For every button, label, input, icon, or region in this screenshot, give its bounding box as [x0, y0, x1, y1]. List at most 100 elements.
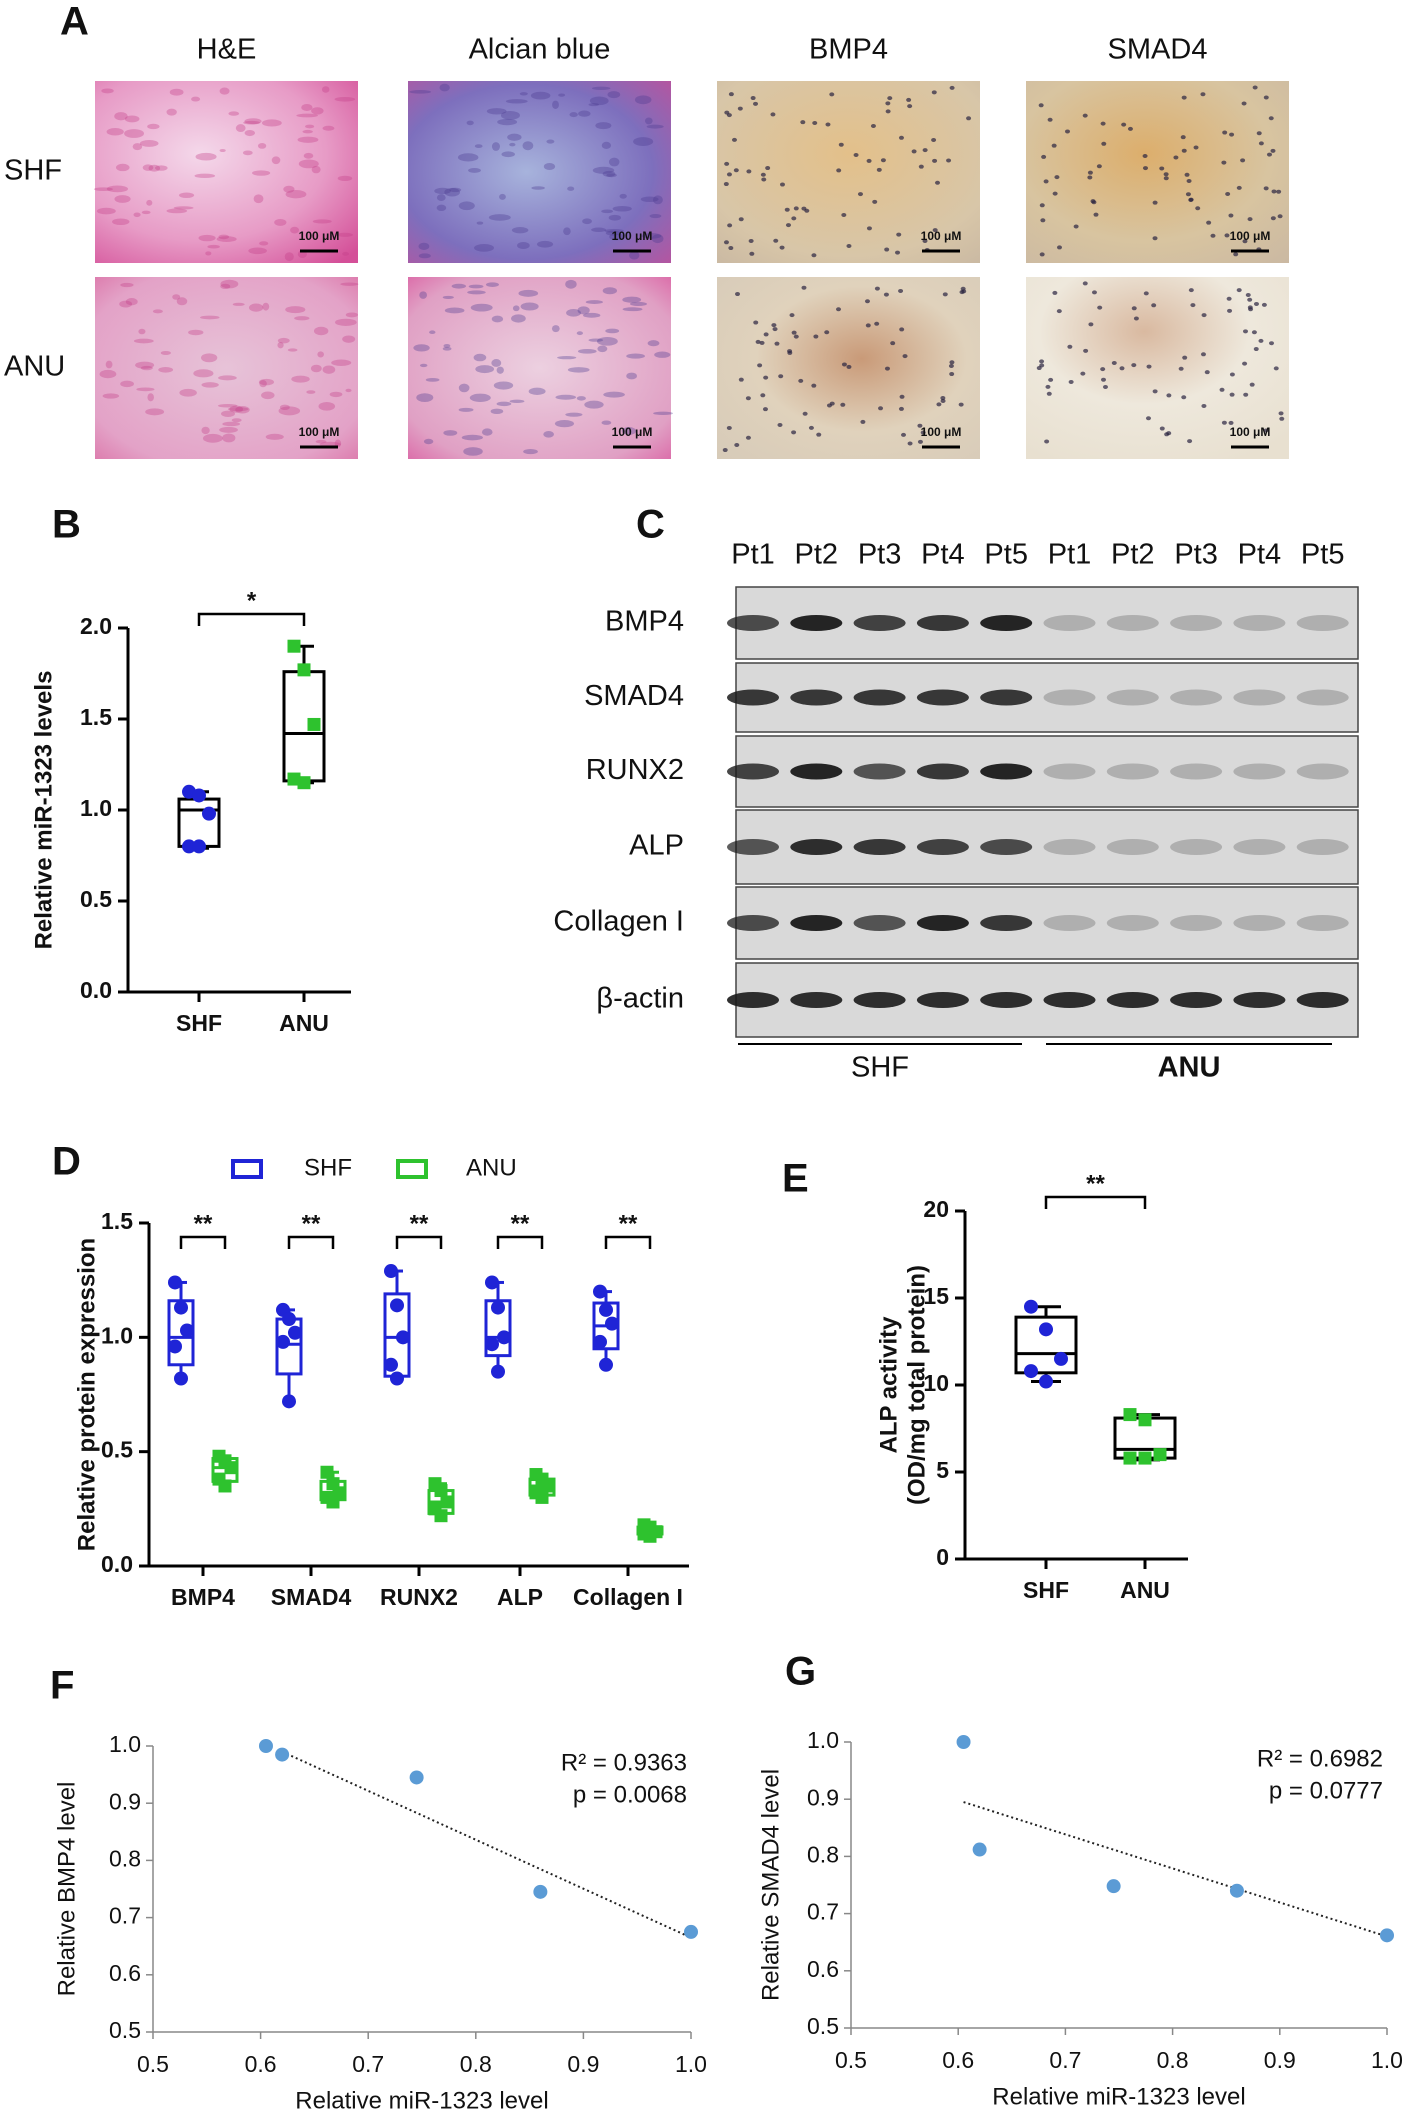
group-label: SHF — [851, 1052, 909, 1084]
y-tick-label: 1.0 — [80, 795, 112, 821]
tissue-texture — [115, 163, 130, 172]
tissue-texture — [409, 90, 432, 94]
tissue-texture — [1276, 189, 1282, 194]
tissue-texture — [468, 284, 484, 289]
tissue-texture — [141, 210, 151, 215]
blot-band — [980, 839, 1033, 855]
tissue-texture — [1185, 192, 1191, 197]
tissue-texture — [880, 158, 886, 163]
significance-label: ** — [410, 1210, 429, 1237]
tissue-texture — [463, 447, 483, 456]
tissue-texture — [629, 251, 640, 260]
tissue-texture — [1054, 175, 1060, 180]
tissue-texture — [200, 315, 220, 320]
significance-label: ** — [302, 1210, 321, 1237]
lane-label: Pt3 — [858, 539, 902, 571]
tissue-texture — [1045, 384, 1051, 389]
tissue-texture — [563, 227, 571, 236]
tissue-texture — [329, 391, 343, 398]
tissue-texture — [475, 365, 495, 374]
tissue-texture — [789, 313, 795, 318]
tissue-texture — [416, 393, 434, 402]
data-point — [1106, 1879, 1121, 1894]
x-tick-label: SHF — [176, 1010, 222, 1036]
blot-band — [853, 915, 906, 931]
tissue-texture — [577, 348, 597, 354]
y-tick-label: 0.6 — [109, 1960, 141, 1986]
tissue-texture — [294, 316, 310, 321]
tissue-texture — [491, 359, 502, 367]
tissue-texture — [1119, 366, 1125, 371]
data-point — [485, 1275, 499, 1290]
tissue-texture — [114, 112, 128, 121]
tissue-texture — [918, 164, 924, 169]
tissue-texture — [1087, 170, 1093, 175]
tissue-texture — [279, 404, 290, 411]
tissue-texture — [760, 172, 766, 177]
tissue-texture — [841, 362, 847, 367]
tissue-texture — [1227, 308, 1233, 313]
tissue-texture — [334, 439, 342, 448]
tissue-texture — [841, 212, 847, 217]
tissue-texture — [1152, 389, 1158, 394]
data-point — [282, 1394, 296, 1409]
tissue-texture — [1247, 217, 1253, 222]
lane-label: Pt4 — [921, 539, 965, 571]
tissue-texture — [284, 252, 294, 262]
tissue-texture — [602, 170, 616, 177]
tissue-texture — [633, 137, 654, 146]
tissue-texture — [588, 103, 600, 107]
blot-band — [1170, 615, 1223, 631]
tissue-texture — [931, 90, 937, 95]
tissue-texture — [470, 303, 493, 312]
tissue-texture — [1242, 361, 1248, 366]
tissue-texture — [461, 434, 484, 441]
tissue-texture — [566, 308, 581, 317]
tissue-texture — [887, 96, 893, 101]
blot-band — [1043, 839, 1096, 855]
tissue-texture — [418, 253, 431, 259]
tissue-texture — [838, 142, 844, 147]
tissue-texture — [1271, 189, 1277, 194]
blot-band — [1296, 763, 1349, 780]
significance-bracket — [197, 612, 306, 626]
tissue-texture — [569, 112, 578, 118]
tissue-texture — [1258, 338, 1264, 343]
data-point — [1380, 1928, 1394, 1943]
tissue-texture — [565, 412, 583, 417]
tissue-texture — [195, 152, 217, 161]
data-point — [1123, 1451, 1137, 1465]
y-tick-label: 5 — [936, 1457, 949, 1483]
blot-band — [1106, 839, 1159, 855]
tissue-texture — [1253, 347, 1259, 352]
tissue-texture — [1040, 218, 1046, 223]
tissue-texture — [885, 101, 891, 106]
tissue-texture — [866, 226, 872, 231]
tissue-texture — [491, 142, 500, 151]
tissue-texture — [200, 353, 218, 363]
tissue-texture — [603, 391, 625, 398]
tissue-texture — [870, 124, 876, 129]
tissue-texture — [1152, 236, 1158, 241]
tissue-texture — [940, 398, 946, 403]
tissue-texture — [1166, 393, 1172, 398]
tissue-texture — [829, 401, 835, 406]
blot-band — [1170, 689, 1223, 706]
tissue-texture — [793, 334, 799, 339]
tissue-texture — [1096, 164, 1102, 169]
tissue-texture — [1200, 92, 1206, 97]
tissue-texture — [334, 96, 356, 102]
tissue-texture — [922, 238, 928, 243]
y-tick-label: 0 — [936, 1544, 949, 1570]
tissue-texture — [520, 302, 539, 311]
blot-band — [1106, 992, 1159, 1008]
tissue-texture — [607, 91, 621, 99]
tissue-texture — [119, 300, 133, 308]
tissue-texture — [1242, 239, 1248, 244]
blot-band — [1296, 915, 1349, 931]
tissue-texture — [147, 393, 154, 402]
tissue-texture — [738, 377, 744, 382]
y-tick-label: 0.9 — [807, 1784, 839, 1810]
data-point — [409, 1770, 424, 1785]
